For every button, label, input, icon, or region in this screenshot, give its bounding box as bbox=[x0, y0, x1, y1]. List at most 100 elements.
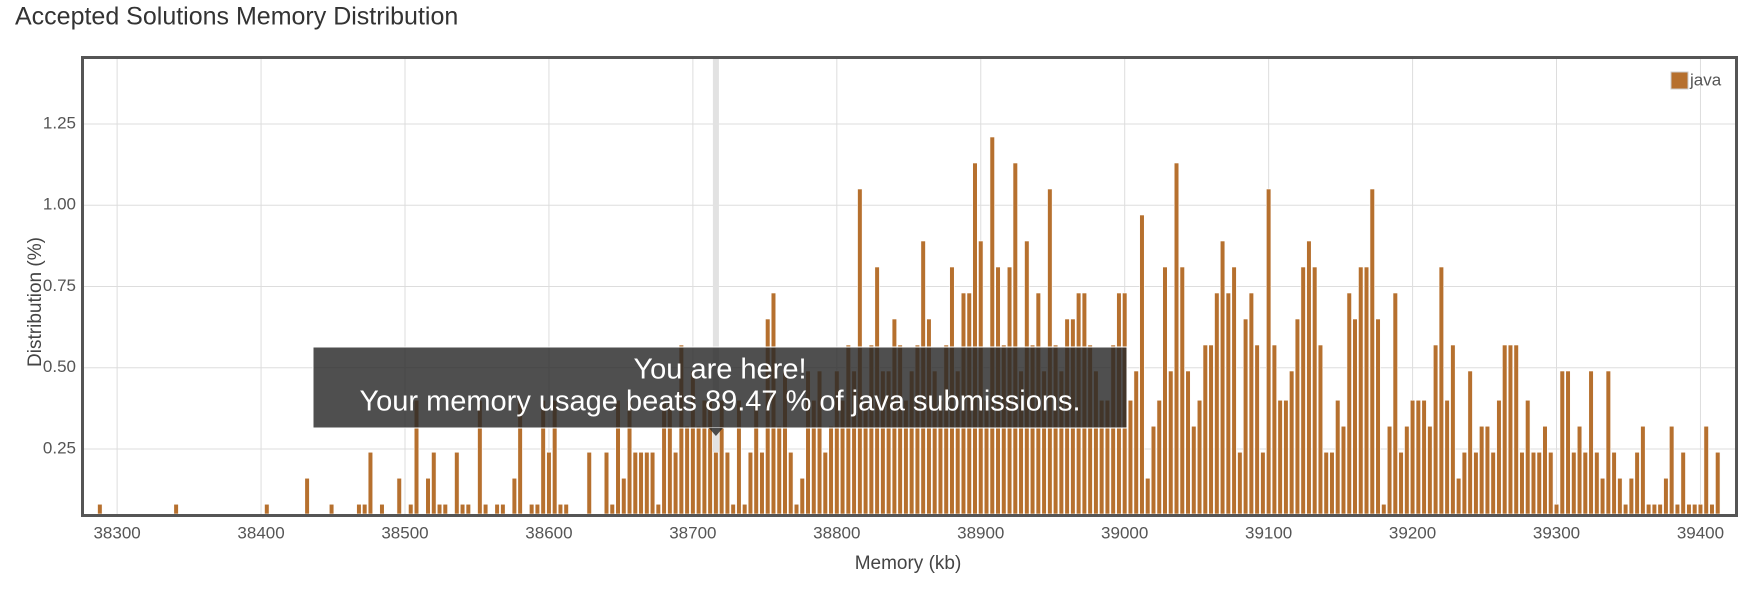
bar bbox=[1196, 399, 1203, 515]
bar bbox=[1525, 399, 1531, 515]
bar bbox=[1657, 503, 1663, 515]
plot-border bbox=[81, 56, 1738, 517]
bar bbox=[638, 451, 644, 515]
bar bbox=[1599, 477, 1606, 515]
bar bbox=[1496, 399, 1502, 515]
bar bbox=[1346, 292, 1352, 515]
bar bbox=[1490, 451, 1496, 515]
bar bbox=[1640, 425, 1646, 515]
bar bbox=[1214, 292, 1220, 515]
bar bbox=[1139, 214, 1145, 515]
bar bbox=[1283, 399, 1289, 515]
bar bbox=[328, 503, 335, 515]
bar bbox=[788, 451, 794, 515]
bar bbox=[1576, 425, 1583, 515]
bar bbox=[436, 503, 443, 515]
legend-label[interactable]: java bbox=[1689, 70, 1722, 89]
y-tick-label: 1.00 bbox=[43, 195, 76, 214]
bar bbox=[1404, 425, 1410, 515]
bar bbox=[1260, 451, 1266, 515]
bar bbox=[396, 477, 402, 515]
bar bbox=[1715, 451, 1721, 515]
bar bbox=[972, 162, 978, 515]
bar bbox=[1680, 451, 1686, 515]
bar bbox=[649, 451, 656, 515]
bar bbox=[563, 503, 569, 515]
bar bbox=[1191, 425, 1197, 515]
bar bbox=[264, 503, 270, 515]
tooltip-arrow bbox=[708, 428, 723, 436]
bar bbox=[644, 451, 650, 515]
bar bbox=[1409, 399, 1416, 515]
bar bbox=[1381, 503, 1387, 515]
bar bbox=[713, 451, 719, 515]
bar bbox=[1502, 344, 1508, 515]
bar bbox=[1519, 451, 1525, 515]
bar bbox=[356, 503, 362, 515]
bar bbox=[793, 503, 800, 515]
bar bbox=[1634, 451, 1640, 515]
bar bbox=[1386, 425, 1393, 515]
bar bbox=[1588, 370, 1594, 515]
bar bbox=[730, 503, 736, 515]
bar bbox=[1605, 370, 1611, 515]
bar bbox=[655, 503, 661, 515]
bar bbox=[1553, 503, 1560, 515]
y-tick-label: 1.25 bbox=[43, 113, 76, 132]
bar bbox=[1565, 370, 1571, 515]
bar bbox=[742, 503, 748, 515]
bar bbox=[1323, 451, 1329, 515]
bar bbox=[1306, 240, 1312, 515]
bar bbox=[724, 451, 731, 515]
bar bbox=[1530, 451, 1537, 515]
bar bbox=[1266, 188, 1272, 515]
x-tick-label: 39200 bbox=[1389, 523, 1436, 542]
bar bbox=[425, 477, 431, 515]
x-tick-label: 39300 bbox=[1533, 523, 1580, 542]
bar bbox=[1611, 451, 1617, 515]
bar bbox=[1456, 477, 1462, 515]
bar bbox=[431, 451, 437, 515]
bar bbox=[1559, 370, 1565, 515]
bar bbox=[1542, 425, 1548, 515]
bar bbox=[632, 451, 638, 515]
bar bbox=[1669, 425, 1675, 515]
bar bbox=[822, 451, 828, 515]
tooltip-text: Your memory usage beats 89.47 % of java … bbox=[359, 386, 1080, 418]
bar bbox=[1709, 503, 1715, 515]
bar bbox=[1340, 425, 1347, 515]
bar bbox=[465, 503, 471, 515]
bar bbox=[367, 451, 374, 515]
bar bbox=[529, 503, 535, 515]
bar bbox=[1369, 188, 1375, 515]
bar bbox=[557, 503, 564, 515]
bar bbox=[989, 136, 995, 515]
bar bbox=[747, 451, 754, 515]
bar bbox=[1225, 292, 1231, 515]
bar bbox=[500, 503, 506, 515]
bar bbox=[1479, 425, 1485, 515]
bar bbox=[1686, 503, 1692, 515]
bar bbox=[1219, 240, 1226, 515]
bar bbox=[534, 503, 541, 515]
bar bbox=[1623, 503, 1629, 515]
x-tick-label: 38900 bbox=[957, 523, 1004, 542]
bar bbox=[379, 503, 385, 515]
bar bbox=[1427, 425, 1433, 515]
bar bbox=[1294, 318, 1301, 515]
bar bbox=[1254, 344, 1260, 515]
bar bbox=[1289, 370, 1295, 515]
bar bbox=[1202, 344, 1208, 515]
x-tick-label: 38500 bbox=[381, 523, 428, 542]
bar bbox=[1646, 503, 1652, 515]
bar bbox=[1450, 344, 1456, 515]
bar bbox=[408, 503, 414, 515]
bar bbox=[1438, 266, 1444, 515]
bar bbox=[494, 503, 500, 515]
x-tick-label: 38700 bbox=[669, 523, 716, 542]
bar bbox=[1594, 451, 1600, 515]
bar bbox=[442, 503, 448, 515]
bar bbox=[1329, 451, 1335, 515]
bar bbox=[173, 503, 179, 515]
